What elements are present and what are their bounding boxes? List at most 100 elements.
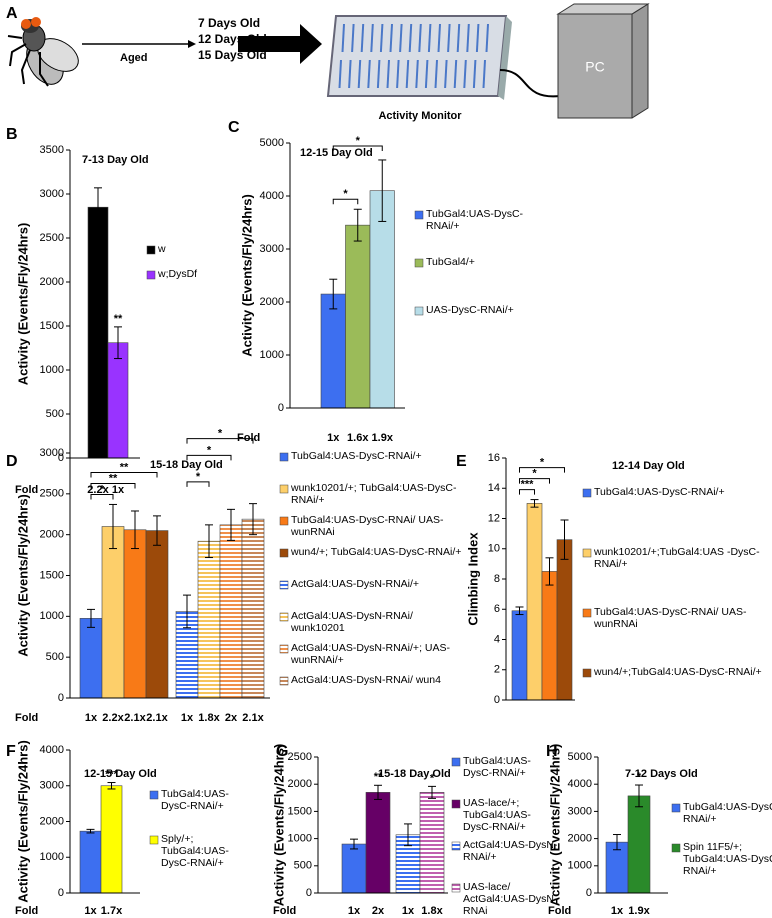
legend-swatch [451,841,461,851]
tube [415,59,419,89]
legend-entry: wun4/+;TubGal4:UAS-DysC-RNAi/+ [594,666,762,678]
y-tick-label: 2000 [288,778,312,790]
legend-label: w;DysDf [158,268,198,280]
significance-bracket [90,482,136,489]
fold-label: 1x [85,712,98,724]
y-tick-label: 1000 [260,349,284,361]
error-bar [350,838,358,850]
error-bar [153,515,161,546]
y-tick-label: 16 [488,452,500,464]
y-tick-label: 1500 [40,569,64,581]
y-tick-label: 3000 [568,805,592,817]
tube [399,23,403,53]
y-tick-label: 3000 [40,188,64,200]
fold-label: 1.6x [347,432,369,444]
legend-swatch [582,548,592,558]
error-bar [114,326,122,360]
legend-entry: TubGal4:UAS-DysC-RNAi/+ [683,801,772,825]
y-tick-label: 500 [46,408,64,420]
panel-title: 15-18 Day Old [150,459,223,471]
significance-bracket [519,478,550,484]
panel-letter: D [6,453,18,470]
tube [418,23,422,53]
tube [463,59,467,89]
y-tick-label: 4 [494,633,500,645]
legend-swatch [582,668,592,678]
bar [79,618,103,699]
y-tick-label: 12 [488,512,500,524]
panel-letter: C [228,119,240,136]
legend-entry: UAS-lace/+; TubGal4:UAS-DysC-RNAi/+ [463,797,531,833]
tube [338,59,342,89]
y-tick-label: 2500 [288,751,312,763]
error-bar [530,499,539,508]
fold-title: Fold [15,484,38,496]
y-tick-label: 6 [494,603,500,615]
legend-entry: TubGal4:UAS-DysC-RNAi/ UAS-wunRNAi [594,606,746,630]
legend-swatch [279,484,289,494]
bar [419,792,445,894]
y-tick-label: 0 [306,887,312,899]
tube [485,23,489,53]
y-tick-label: 4000 [568,778,592,790]
error-bar [613,834,621,851]
legend-entry: TubGal4/+ [426,256,475,268]
panel-letter: H [546,743,558,760]
legend-entry: Spin 11F5/+; TubGal4:UAS-DysC-RNAi/+ [683,841,772,877]
bar [556,539,573,701]
y-axis-label: Climbing Index [465,532,480,626]
tube [475,23,480,53]
legend-entry: ActGal4:UAS-DysN-RNAi/ wunk10201 [291,610,413,634]
legend-entry: TubGal4:UAS-DysC-RNAi/+ [161,788,229,812]
legend-label: UAS-lace/+; TubGal4:UAS-DysC-RNAi/+ [463,797,531,833]
y-tick-label: 10 [488,543,500,555]
bar [627,795,651,894]
tube [389,23,393,53]
significance: * [532,468,537,480]
error-bar [404,823,412,847]
error-bar [515,606,524,616]
y-tick-label: 3000 [40,780,64,792]
bar [101,526,125,699]
legend-entry: TubGal4:UAS-DysC-RNAi/+ [426,208,523,232]
tube [341,23,345,53]
bar [107,342,129,459]
tube [453,59,458,89]
panel-1: C 12-15 Day Old Activity (Events/Fly/24hrs… [228,119,523,444]
aged-label: Aged [120,52,148,64]
legend-swatch [451,757,461,767]
panel-title: 15-18 Day Old [378,768,451,780]
fold-label: 1x [611,905,624,917]
significance: *** [521,479,535,491]
fold-label: 2.1x [124,712,146,724]
y-tick-label: 0 [494,694,500,706]
y-tick-label: 0 [58,452,64,464]
significance: ** [120,461,129,473]
age-label: 7 Days Old [198,16,260,30]
legend-label: Spin 11F5/+; TubGal4:UAS-DysC-RNAi/+ [683,841,772,877]
error-bar [227,508,235,541]
tube [376,59,381,89]
legend-entry: ActGal4:UAS-DysN-RNAi/+; UAS-wunRNAi/+ [291,642,450,666]
legend-swatch [149,790,159,800]
legend-entry: UAS-DysC-RNAi/+ [426,304,514,316]
panel-0: B 7-13 Day Old Activity (Events/Fly/24hrs)… [6,126,198,496]
legend-swatch [582,488,592,498]
y-tick-label: 500 [294,860,312,872]
fold-label: 1.8x [198,712,220,724]
tube [348,59,352,89]
legend-swatch [671,843,681,853]
tube [424,59,429,89]
y-tick-label: 2000 [260,296,284,308]
bar [511,610,528,701]
legend-swatch [279,580,289,590]
legend-swatch [279,676,289,686]
bar [145,530,169,699]
legend-swatch [279,548,289,558]
y-axis-label: Activity (Events/Fly/24hrs) [15,740,30,903]
legend-entry: ActGal4:UAS-DysN-RNAi/ wun4 [291,674,441,686]
error-bar [560,519,569,560]
y-tick-label: 3000 [40,447,64,459]
y-tick-label: 2000 [40,529,64,541]
y-tick-label: 4000 [40,744,64,756]
